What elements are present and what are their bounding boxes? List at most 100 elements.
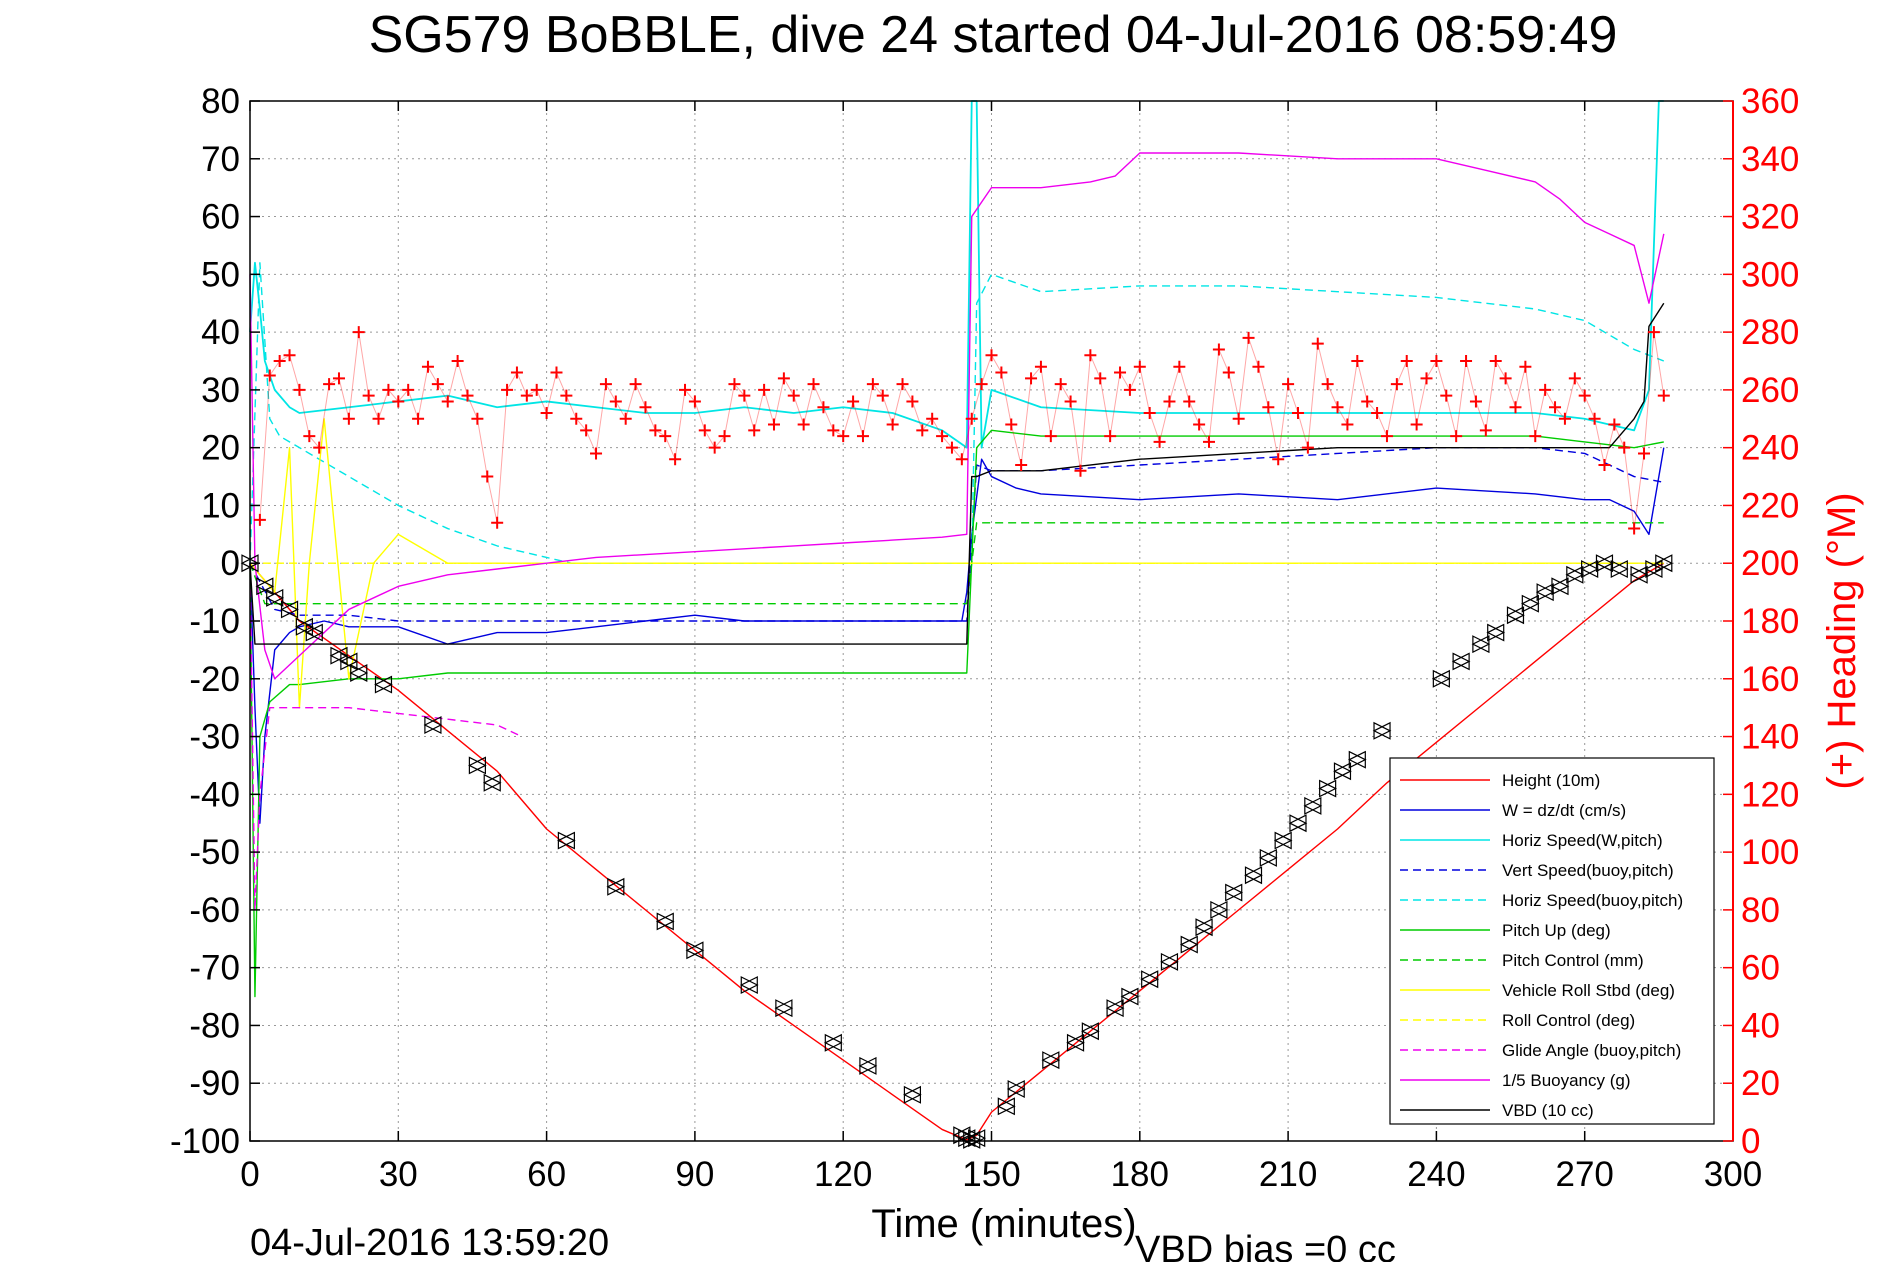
- heading-point: [1647, 326, 1660, 339]
- y-tick-label-left: 30: [201, 371, 240, 410]
- legend-label: Glide Angle (buoy,pitch): [1502, 1041, 1681, 1060]
- heading-point: [1084, 349, 1097, 362]
- marker-triangle-left: [957, 1129, 976, 1148]
- depth-marker: [962, 1130, 982, 1149]
- heading-point: [1331, 401, 1344, 414]
- marker-triangle-left: [339, 652, 358, 671]
- heading-point: [896, 378, 909, 391]
- depth-marker: [1520, 594, 1540, 613]
- depth-marker: [655, 912, 675, 931]
- heading-point: [619, 412, 632, 425]
- heading-point: [1262, 401, 1275, 414]
- marker-triangle-left: [1550, 577, 1569, 596]
- marker-triangle-left: [1629, 565, 1648, 584]
- legend-label: Horiz Speed(W,pitch): [1502, 831, 1663, 850]
- heading-point: [550, 366, 563, 379]
- heading-point: [1173, 360, 1186, 373]
- legend-label: Height (10m): [1502, 771, 1600, 790]
- heading-point: [501, 383, 514, 396]
- x-tick-label: 60: [527, 1155, 566, 1194]
- y-tick-label-left: -100: [170, 1122, 240, 1161]
- heading-point: [1064, 395, 1077, 408]
- heading-point: [1153, 435, 1166, 448]
- series-line-11: [249, 302, 1665, 645]
- heading-point: [1074, 464, 1087, 477]
- series-line-5: [249, 429, 1664, 998]
- y-tick-label-left: -80: [189, 1006, 240, 1045]
- heading-point: [995, 366, 1008, 379]
- depth-marker: [1333, 762, 1352, 781]
- heading-point: [1104, 430, 1117, 443]
- depth-marker: [1451, 652, 1471, 671]
- depth-marker: [1644, 560, 1664, 578]
- y-tick-label-left: 0: [221, 544, 240, 583]
- heading-point: [985, 349, 998, 362]
- legend-label: 1/5 Buoyancy (g): [1502, 1071, 1631, 1090]
- y-tick-label-left: -30: [189, 718, 240, 757]
- marker-triangle-left: [1595, 554, 1614, 573]
- heading-point: [1430, 355, 1443, 367]
- y-tick-label-left: -40: [189, 775, 240, 814]
- heading-point: [332, 372, 345, 385]
- x-tick-label: 180: [1111, 1155, 1169, 1194]
- depth-marker: [1431, 669, 1451, 688]
- heading-point: [1539, 383, 1552, 396]
- heading-point: [965, 412, 978, 425]
- marker-triangle-left: [1224, 883, 1243, 902]
- depth-marker: [1629, 565, 1649, 584]
- depth-marker: [685, 941, 705, 960]
- depth-marker: [1550, 577, 1570, 596]
- marker-triangle-left: [265, 588, 284, 607]
- y-tick-label-right: 240: [1741, 429, 1799, 468]
- heading-point: [886, 418, 899, 431]
- series-line-10: [249, 152, 1665, 680]
- marker-triangle-left: [685, 941, 704, 960]
- marker-triangle-left: [468, 756, 486, 775]
- legend-label: Vert Speed(buoy,pitch): [1502, 861, 1674, 880]
- heading-point: [1519, 360, 1532, 373]
- heading-point: [817, 401, 830, 414]
- heading-point: [590, 447, 603, 460]
- heading-point: [1420, 372, 1433, 385]
- marker-triangle-left: [1081, 1022, 1099, 1041]
- heading-point: [570, 412, 583, 425]
- heading-point: [441, 395, 454, 408]
- marker-triangle-left: [1451, 652, 1470, 671]
- heading-point: [431, 378, 444, 391]
- heading-point: [253, 513, 266, 526]
- depth-marker: [349, 664, 369, 682]
- depth-marker: [1140, 970, 1160, 989]
- marker-triangle-left: [1506, 606, 1525, 625]
- heading-point: [1598, 459, 1611, 471]
- y-tick-label-right: 180: [1741, 602, 1799, 641]
- depth-marker: [1209, 900, 1229, 919]
- y-tick-label-right: 0: [1741, 1122, 1760, 1161]
- marker-triangle-left: [1333, 762, 1352, 781]
- x-tick-label: 30: [379, 1155, 418, 1194]
- marker-triangle-left: [1041, 1051, 1060, 1070]
- heading-point: [382, 383, 395, 396]
- depth-marker: [482, 773, 502, 792]
- heading-point: [1123, 383, 1136, 396]
- depth-marker: [1258, 848, 1278, 867]
- depth-marker: [1120, 987, 1140, 1006]
- heading-point: [1380, 430, 1393, 443]
- marker-triangle-left: [1565, 565, 1584, 584]
- heading-point: [748, 424, 761, 437]
- y-tick-label-right: 60: [1741, 949, 1780, 988]
- depth-marker: [858, 1056, 878, 1075]
- depth-marker: [255, 577, 275, 596]
- y-tick-label-left: 70: [201, 140, 240, 179]
- y-tick-label-right: 80: [1741, 891, 1780, 930]
- marker-triangle-left: [423, 716, 442, 734]
- depth-marker: [1486, 623, 1506, 642]
- depth-marker: [1347, 750, 1367, 769]
- heading-point: [421, 360, 434, 373]
- y-tick-label-right: 40: [1741, 1006, 1780, 1045]
- heading-point: [1044, 430, 1057, 443]
- heading-point: [1272, 453, 1285, 466]
- marker-triangle-left: [1431, 669, 1450, 688]
- heading-point: [649, 424, 662, 437]
- heading-point: [412, 412, 425, 425]
- depth-marker: [1471, 635, 1491, 654]
